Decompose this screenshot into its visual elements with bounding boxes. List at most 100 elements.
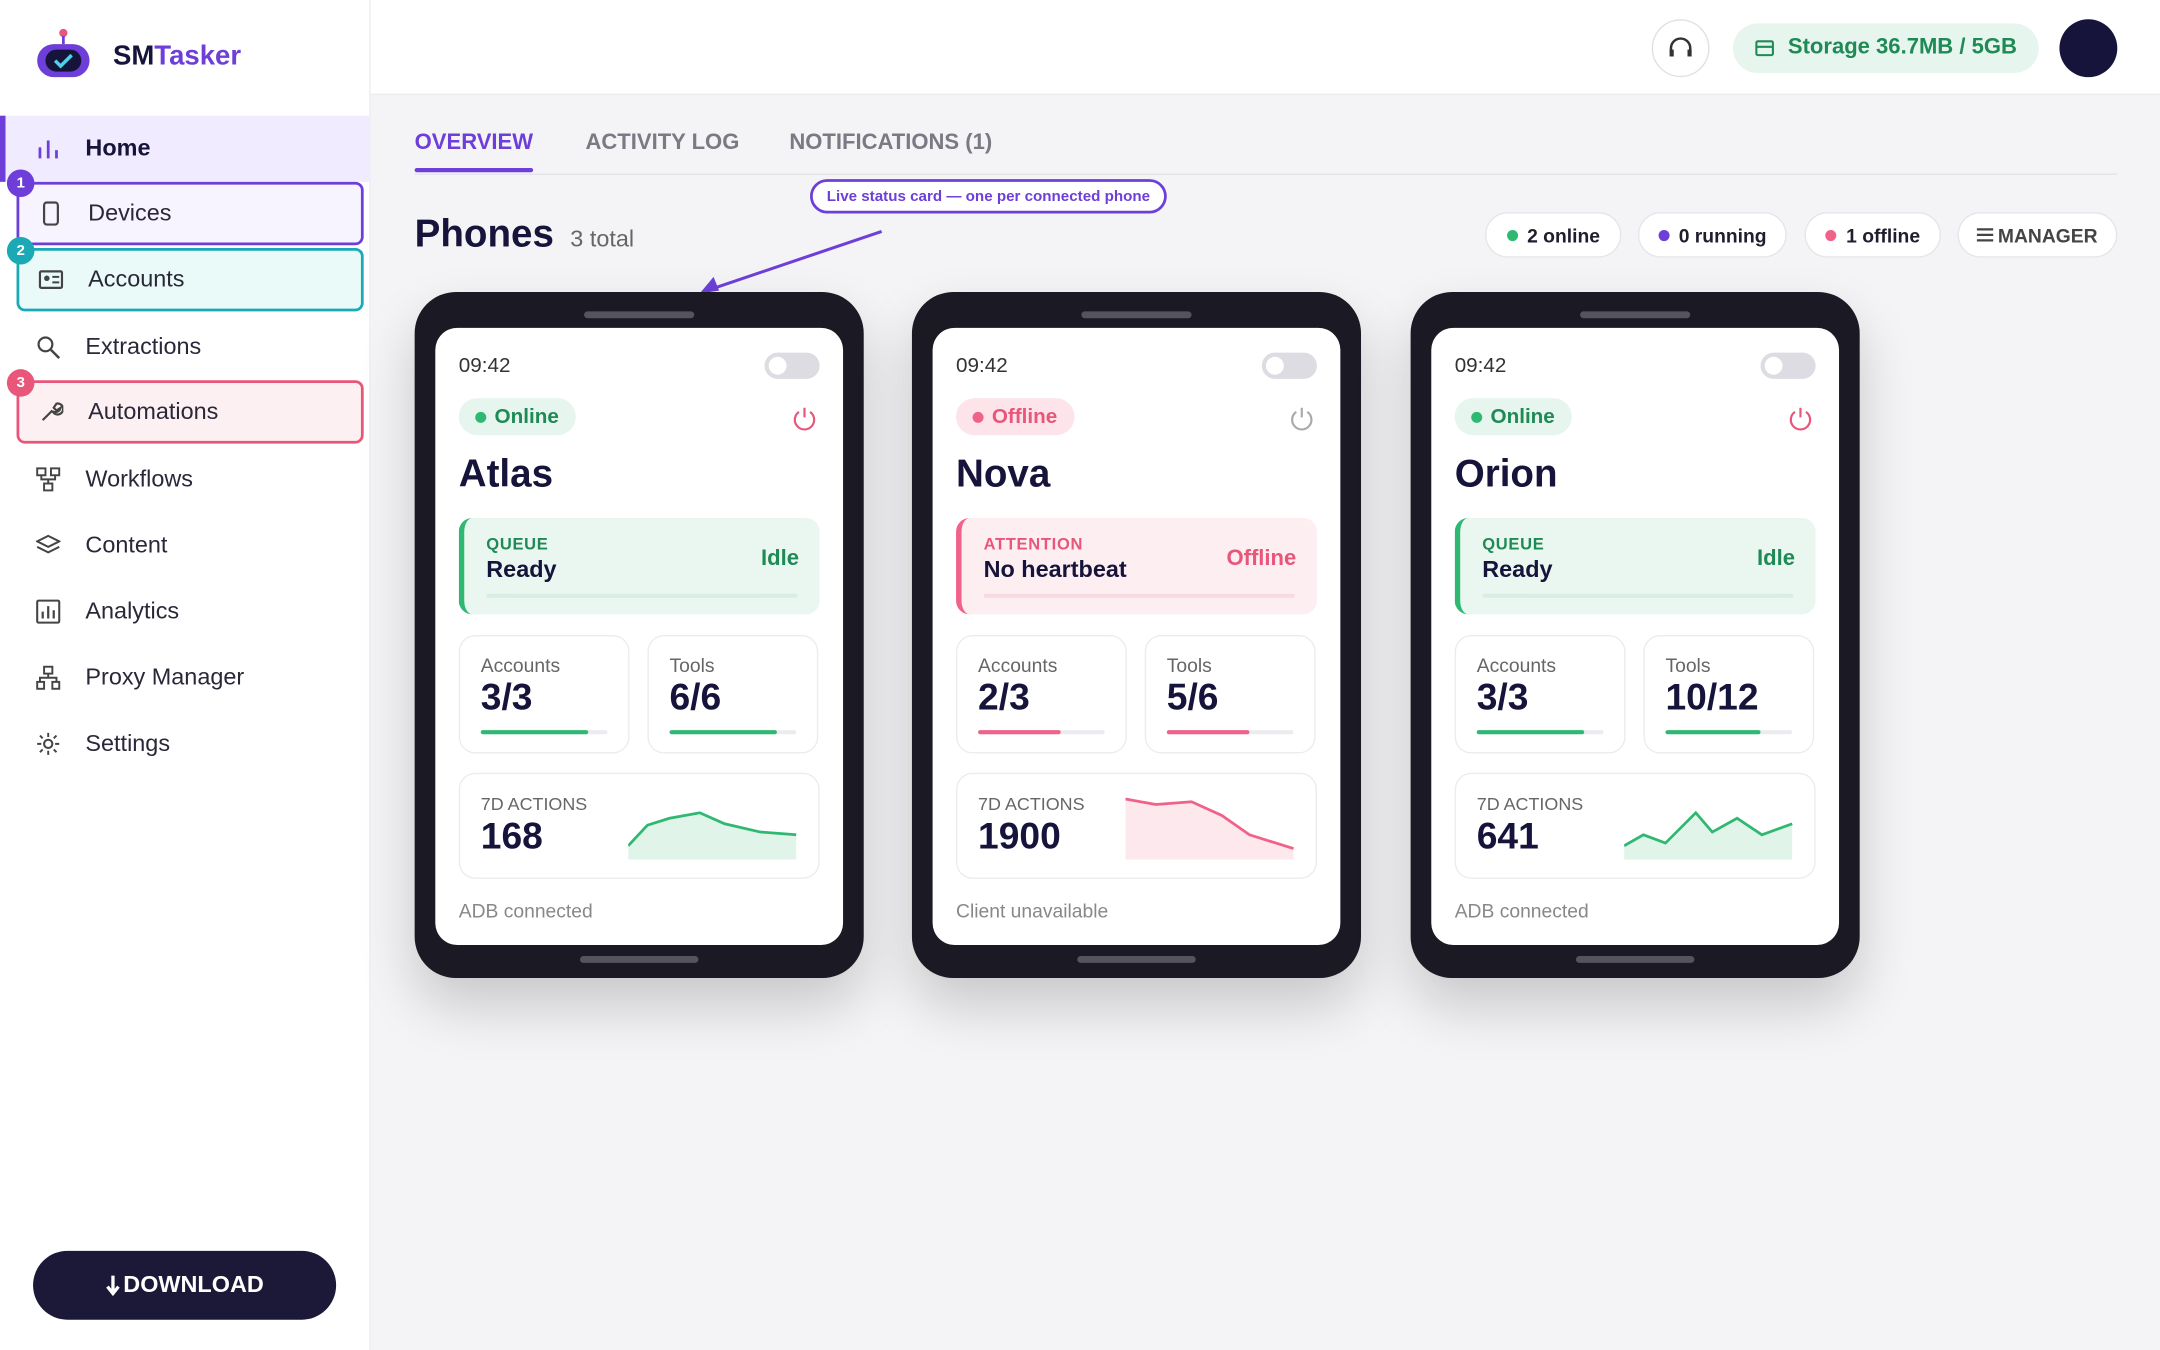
stat-track bbox=[978, 730, 1105, 735]
tab[interactable]: OVERVIEW bbox=[414, 130, 534, 155]
nav-item[interactable]: Settings bbox=[17, 712, 364, 775]
power-button[interactable] bbox=[792, 406, 817, 431]
toggle[interactable] bbox=[1760, 352, 1816, 379]
download-icon bbox=[105, 1275, 120, 1297]
phone-speaker bbox=[584, 311, 695, 319]
storage-pill: Storage 36.7MB / 5GB bbox=[1732, 23, 2039, 74]
status-chip[interactable]: 0 running bbox=[1637, 212, 1787, 258]
stat-box: Accounts 3/3 bbox=[458, 635, 630, 754]
chip-label: MANAGER bbox=[1997, 223, 2098, 246]
nav-label: Devices bbox=[88, 199, 172, 226]
manager-chip[interactable]: MANAGER bbox=[1957, 212, 2118, 258]
queue-state: Idle bbox=[761, 546, 799, 571]
queue-track bbox=[1482, 593, 1794, 598]
nav-item[interactable]: Home bbox=[17, 117, 364, 180]
actions-label: 7D ACTIONS bbox=[978, 793, 1085, 815]
sparkline bbox=[1624, 810, 1793, 860]
stat-value: 10/12 bbox=[1665, 676, 1759, 718]
status-chip[interactable]: 2 online bbox=[1484, 212, 1622, 258]
stat-box: Accounts 2/3 bbox=[956, 635, 1127, 754]
device-name: Orion bbox=[1454, 451, 1558, 495]
phone-home-bar bbox=[579, 956, 699, 963]
stat-track bbox=[1476, 730, 1604, 735]
nav-label: Accounts bbox=[88, 265, 185, 293]
phone-screen: 09:42 Offline Nova ATTENTION No heartbeat Off… bbox=[932, 327, 1341, 945]
stat-label: Tools bbox=[669, 654, 715, 677]
nav-active-bg bbox=[0, 115, 370, 182]
logo-suffix: Tasker bbox=[154, 41, 242, 72]
stat-bar bbox=[1665, 730, 1761, 735]
nav-label: Extractions bbox=[85, 333, 202, 360]
status-dot bbox=[972, 411, 984, 423]
queue-track bbox=[486, 593, 798, 598]
toggle[interactable] bbox=[1261, 352, 1317, 379]
nav-label: Settings bbox=[85, 730, 171, 757]
nav-item[interactable]: Automations bbox=[16, 380, 364, 444]
step-badge: 2 bbox=[6, 236, 35, 265]
download-button[interactable]: DOWNLOAD bbox=[33, 1250, 337, 1320]
queue-box: ATTENTION No heartbeat Offline bbox=[956, 517, 1317, 615]
phone-home-bar bbox=[1077, 956, 1196, 963]
tab[interactable]: NOTIFICATIONS (1) bbox=[789, 130, 993, 155]
phone-speaker bbox=[1081, 311, 1192, 319]
status-pill: Online bbox=[458, 398, 576, 436]
nav-item[interactable]: Analytics bbox=[17, 580, 364, 643]
nav-item[interactable]: Content bbox=[17, 514, 364, 577]
toggle-knob bbox=[768, 356, 787, 375]
toggle-knob bbox=[1265, 356, 1284, 375]
nav-item[interactable]: Workflows bbox=[17, 448, 364, 511]
support-button[interactable] bbox=[1651, 19, 1710, 78]
chip-label: 2 online bbox=[1527, 223, 1600, 246]
section-count: 3 total bbox=[570, 225, 635, 253]
stat-bar bbox=[1476, 730, 1585, 735]
chip-label: 0 running bbox=[1678, 223, 1767, 246]
queue-box: QUEUE Ready Idle bbox=[1454, 517, 1816, 615]
queue-label: QUEUE bbox=[1482, 534, 1545, 554]
toggle[interactable] bbox=[764, 352, 820, 379]
power-button[interactable] bbox=[1289, 406, 1314, 431]
nav-label: Content bbox=[85, 531, 168, 558]
stat-track bbox=[480, 730, 608, 735]
nav-item[interactable]: Extractions bbox=[17, 315, 364, 378]
stat-label: Accounts bbox=[480, 654, 561, 677]
nav-label: Proxy Manager bbox=[85, 663, 245, 691]
nav-label: Home bbox=[85, 134, 151, 162]
nav-label: Workflows bbox=[85, 465, 193, 492]
queue-text: No heartbeat bbox=[983, 556, 1127, 583]
footer-status: ADB connected bbox=[458, 899, 593, 922]
actions-label: 7D ACTIONS bbox=[480, 793, 588, 815]
status-chip[interactable]: 1 offline bbox=[1804, 212, 1941, 258]
toggle-knob bbox=[1764, 356, 1783, 375]
status-dot bbox=[1471, 411, 1483, 423]
actions-box: 7D ACTIONS 641 bbox=[1454, 772, 1816, 879]
queue-box: QUEUE Ready Idle bbox=[458, 517, 820, 615]
status-pill: Offline bbox=[956, 398, 1074, 436]
stat-value: 3/3 bbox=[480, 676, 533, 718]
avatar[interactable] bbox=[2059, 19, 2118, 78]
nav-item[interactable]: Devices bbox=[16, 181, 364, 246]
tab[interactable]: ACTIVITY LOG bbox=[585, 130, 740, 155]
tabs-divider bbox=[414, 173, 2118, 175]
nav-item[interactable]: Accounts bbox=[16, 247, 364, 312]
stat-label: Tools bbox=[1166, 654, 1212, 677]
stat-track bbox=[669, 730, 797, 735]
queue-label: QUEUE bbox=[486, 534, 549, 554]
stat-box: Accounts 3/3 bbox=[1454, 635, 1626, 754]
status-pill: Online bbox=[1454, 398, 1572, 436]
status-dot bbox=[475, 411, 487, 423]
queue-state: Offline bbox=[1226, 546, 1297, 571]
stat-track bbox=[1166, 730, 1294, 735]
stat-bar bbox=[1166, 730, 1250, 735]
stat-label: Accounts bbox=[978, 654, 1058, 677]
actions-box: 7D ACTIONS 1900 bbox=[956, 772, 1317, 879]
stat-bar bbox=[978, 730, 1061, 735]
power-button[interactable] bbox=[1788, 406, 1813, 431]
sparkline bbox=[628, 811, 797, 860]
phone-card: 09:42 Offline Nova ATTENTION No heartbeat Off… bbox=[911, 292, 1362, 979]
logo-text: SMTasker bbox=[113, 41, 241, 73]
phone-speaker bbox=[1580, 311, 1691, 319]
footer-status: Client unavailable bbox=[956, 899, 1109, 922]
nav-item[interactable]: Proxy Manager bbox=[17, 646, 364, 709]
section-title: Phones bbox=[414, 212, 554, 255]
